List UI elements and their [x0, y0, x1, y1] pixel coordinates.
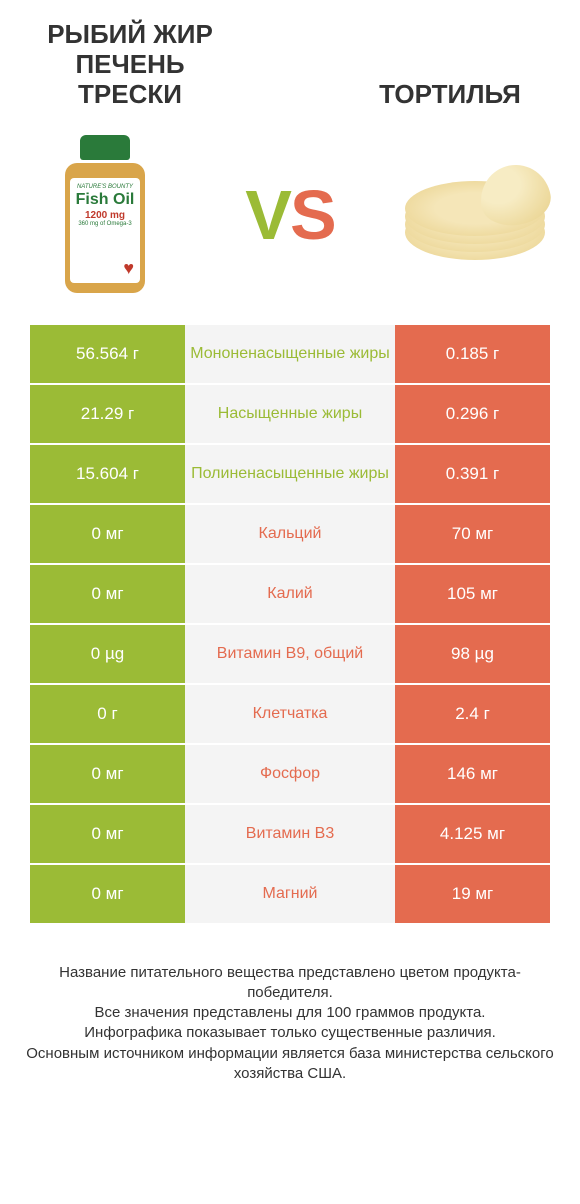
left-value-cell: 0 мг: [30, 505, 185, 563]
right-value-cell: 105 мг: [395, 565, 550, 623]
left-value-cell: 0 мг: [30, 565, 185, 623]
footer-line: Название питательного вещества представл…: [20, 963, 560, 1004]
vs-label: VS: [245, 175, 334, 255]
footer-line: Инфографика показывает только существенн…: [20, 1023, 560, 1043]
nutrient-label-cell: Мононенасыщенные жиры: [185, 325, 395, 383]
tortilla-icon: [400, 155, 550, 275]
left-value-cell: 15.604 г: [30, 445, 185, 503]
left-value-cell: 21.29 г: [30, 385, 185, 443]
table-row: 0 гКлетчатка2.4 г: [30, 685, 550, 743]
left-value-cell: 0 мг: [30, 745, 185, 803]
left-value-cell: 0 µg: [30, 625, 185, 683]
table-row: 56.564 гМононенасыщенные жиры0.185 г: [30, 325, 550, 383]
right-value-cell: 2.4 г: [395, 685, 550, 743]
left-value-cell: 0 г: [30, 685, 185, 743]
bottle-dose: 1200 mg: [73, 210, 137, 221]
right-product-title: ТОРТИЛЬЯ: [350, 80, 550, 110]
left-value-cell: 56.564 г: [30, 325, 185, 383]
left-value-cell: 0 мг: [30, 865, 185, 923]
heart-icon: ♥: [123, 258, 134, 279]
right-value-cell: 4.125 мг: [395, 805, 550, 863]
right-value-cell: 146 мг: [395, 745, 550, 803]
nutrient-label-cell: Витамин B9, общий: [185, 625, 395, 683]
nutrient-label-cell: Фосфор: [185, 745, 395, 803]
footer-line: Все значения представлены для 100 граммо…: [20, 1003, 560, 1023]
table-row: 21.29 гНасыщенные жиры0.296 г: [30, 385, 550, 443]
right-value-cell: 98 µg: [395, 625, 550, 683]
table-row: 15.604 гПолиненасыщенные жиры0.391 г: [30, 445, 550, 503]
table-row: 0 µgВитамин B9, общий98 µg: [30, 625, 550, 683]
footer-line: Основным источником информации является …: [20, 1044, 560, 1085]
right-value-cell: 19 мг: [395, 865, 550, 923]
nutrient-label-cell: Калий: [185, 565, 395, 623]
nutrient-label-cell: Полиненасыщенные жиры: [185, 445, 395, 503]
right-value-cell: 0.185 г: [395, 325, 550, 383]
bottle-main: Fish Oil: [73, 192, 137, 208]
table-row: 0 мгВитамин B34.125 мг: [30, 805, 550, 863]
footer-notes: Название питательного вещества представл…: [0, 963, 580, 1085]
vs-row: NATURE'S BOUNTY Fish Oil 1200 mg 360 mg …: [30, 130, 550, 300]
nutrient-label-cell: Магний: [185, 865, 395, 923]
nutrient-label-cell: Кальций: [185, 505, 395, 563]
left-value-cell: 0 мг: [30, 805, 185, 863]
bottle-sub: 360 mg of Omega-3: [73, 221, 137, 227]
table-row: 0 мгКальций70 мг: [30, 505, 550, 563]
table-row: 0 мгФосфор146 мг: [30, 745, 550, 803]
right-value-cell: 0.296 г: [395, 385, 550, 443]
bottle-brand: NATURE'S BOUNTY: [73, 184, 137, 190]
fish-oil-bottle-icon: NATURE'S BOUNTY Fish Oil 1200 mg 360 mg …: [65, 135, 145, 295]
nutrient-label-cell: Витамин B3: [185, 805, 395, 863]
left-product-title: РЫБИЙ ЖИР ПЕЧЕНЬ ТРЕСКИ: [30, 20, 230, 110]
table-row: 0 мгКалий105 мг: [30, 565, 550, 623]
left-product-image: NATURE'S BOUNTY Fish Oil 1200 mg 360 mg …: [30, 130, 180, 300]
right-value-cell: 0.391 г: [395, 445, 550, 503]
right-value-cell: 70 мг: [395, 505, 550, 563]
right-product-image: [400, 130, 550, 300]
comparison-table: 56.564 гМононенасыщенные жиры0.185 г21.2…: [30, 325, 550, 923]
titles-row: РЫБИЙ ЖИР ПЕЧЕНЬ ТРЕСКИ ТОРТИЛЬЯ: [30, 20, 550, 110]
nutrient-label-cell: Насыщенные жиры: [185, 385, 395, 443]
nutrient-label-cell: Клетчатка: [185, 685, 395, 743]
table-row: 0 мгМагний19 мг: [30, 865, 550, 923]
